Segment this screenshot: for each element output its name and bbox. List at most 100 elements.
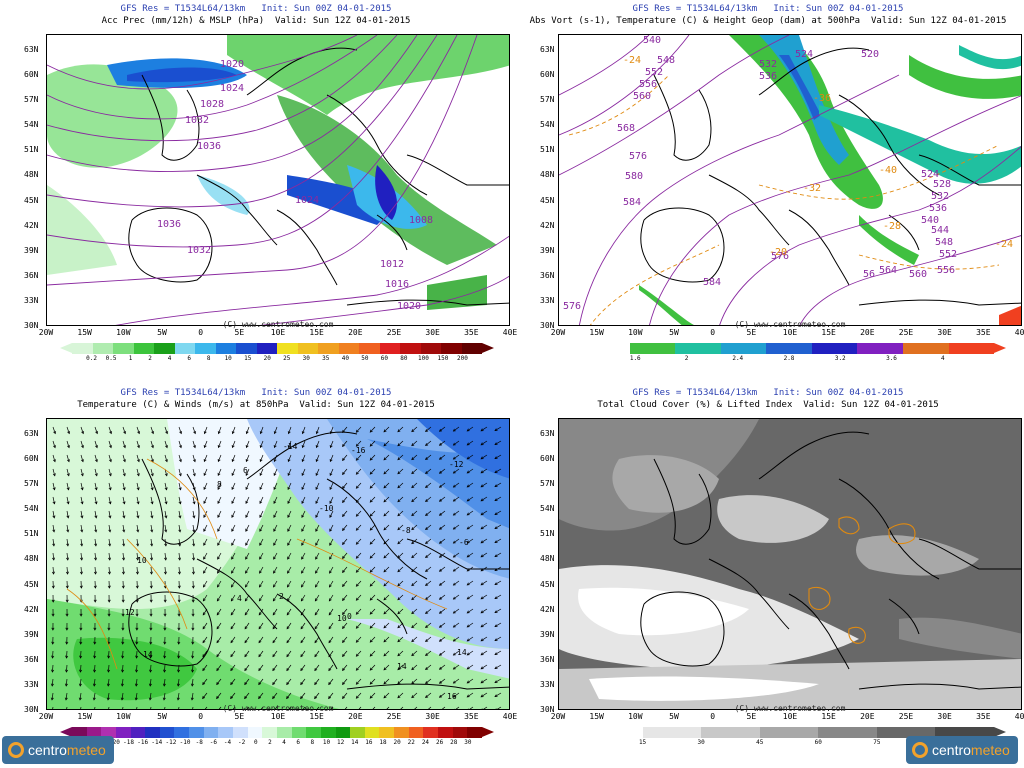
wind-arrow-head <box>51 641 55 645</box>
wind-arrow-head <box>342 499 345 503</box>
longitude-label: 40E <box>1014 328 1024 337</box>
wind-arrow-head <box>425 625 429 628</box>
wind-arrow-head <box>150 557 154 561</box>
colorbar-swatch <box>236 343 257 354</box>
wind-arrow-head <box>272 682 276 686</box>
wind-arrow <box>273 524 278 532</box>
wind-arrow-head <box>217 472 221 477</box>
wind-arrow-head <box>79 585 83 589</box>
wind-arrow-head <box>301 556 304 560</box>
wind-arrow <box>328 692 334 699</box>
latitude-label: 33N <box>24 679 39 689</box>
isobar-label: 1032 <box>185 115 209 126</box>
logo-text-part2: meteo <box>970 742 1010 758</box>
wind-arrow <box>330 426 334 434</box>
wind-arrow-head <box>452 554 456 558</box>
wind-arrow <box>273 454 278 462</box>
height-label: 540 <box>643 35 661 46</box>
wind-arrow <box>150 538 153 546</box>
height-label: 564 <box>879 265 897 276</box>
wind-arrow-head <box>329 431 333 435</box>
wind-arrow-head <box>203 500 207 504</box>
colorbar-swatch <box>130 727 146 738</box>
wind-arrow-head <box>342 667 345 671</box>
wind-arrow <box>178 454 182 462</box>
wind-arrow-head <box>94 487 98 491</box>
wind-arrow <box>51 678 54 687</box>
isobar-label: 1008 <box>409 215 433 226</box>
wind-arrow <box>80 440 84 448</box>
colorbar-swatch <box>195 343 216 354</box>
wind-arrow-head <box>107 627 111 631</box>
wind-arrow-head <box>163 655 167 659</box>
wind-arrow <box>230 636 236 643</box>
wind-arrow-head <box>314 612 318 616</box>
wind-arrow <box>455 706 460 709</box>
wind-arrow-head <box>230 695 234 700</box>
wind-arrow <box>329 594 334 602</box>
wind-arrow <box>369 496 376 503</box>
wind-arrow-head <box>425 471 429 474</box>
colorbar-swatch <box>276 727 292 738</box>
wind-arrow <box>425 538 432 544</box>
wind-arrow-head <box>202 668 206 672</box>
wind-arrow-head <box>286 598 290 602</box>
wind-arrow <box>231 566 236 574</box>
wind-arrow <box>203 580 208 588</box>
wind-arrow-head <box>342 457 345 461</box>
centrometeo-logo-right[interactable]: centro meteo <box>906 736 1018 764</box>
wind-arrow-head <box>369 653 373 657</box>
wind-arrow <box>150 566 152 575</box>
wind-arrow <box>439 482 446 488</box>
wind-arrow-head <box>259 500 263 504</box>
latitude-label: 60N <box>540 454 555 464</box>
wind-arrow <box>80 482 83 490</box>
wind-arrow-head <box>192 459 196 463</box>
temp-label: -24 <box>995 239 1013 250</box>
wind-arrow <box>425 650 432 656</box>
wind-arrow-head <box>452 596 456 600</box>
wind-arrow-head <box>163 613 167 617</box>
wind-arrow-head <box>383 667 387 671</box>
wind-arrow-head <box>231 528 235 532</box>
wind-arrow <box>244 636 250 643</box>
latitude-label: 33N <box>540 679 555 689</box>
wind-arrow-head <box>162 697 166 701</box>
wind-arrow <box>192 426 196 434</box>
wind-arrow-head <box>80 473 84 477</box>
wind-arrow-head <box>163 627 167 631</box>
wind-arrow <box>94 482 97 490</box>
wind-arrow <box>273 594 278 602</box>
wind-arrow-head <box>411 555 415 559</box>
wind-arrow-head <box>191 571 195 575</box>
wind-arrow <box>494 496 502 501</box>
wind-arrow-head <box>94 459 98 463</box>
wind-arrow-head <box>342 443 345 447</box>
wind-arrow-head <box>480 610 484 614</box>
wind-arrow <box>259 538 264 546</box>
centrometeo-logo-left[interactable]: centro meteo <box>2 736 114 764</box>
wind-arrow-head <box>178 459 182 463</box>
wind-arrow-head <box>480 624 484 628</box>
wind-arrow-head <box>438 484 443 488</box>
wind-arrow <box>356 636 362 643</box>
wind-arrow <box>315 524 320 532</box>
wind-arrow-head <box>452 582 456 586</box>
wind-arrow-head <box>191 585 195 589</box>
wind-arrow <box>192 510 195 518</box>
wind-arrow-head <box>300 695 304 700</box>
wind-arrow <box>397 622 404 629</box>
wind-arrow <box>301 580 306 588</box>
wind-arrow <box>273 538 278 546</box>
longitude-label: 5W <box>669 328 679 337</box>
temp-label: -40 <box>879 165 897 176</box>
latitude-label: 54N <box>24 504 39 514</box>
temp-label: 10 <box>337 614 347 623</box>
wind-arrow-head <box>178 557 182 561</box>
wind-arrow <box>108 552 111 561</box>
wind-arrow-head <box>438 526 443 530</box>
colorbar-label: 30 <box>464 739 472 746</box>
wind-arrow <box>411 524 418 530</box>
latitude-label: 60N <box>24 70 39 80</box>
wind-arrow <box>439 678 446 684</box>
